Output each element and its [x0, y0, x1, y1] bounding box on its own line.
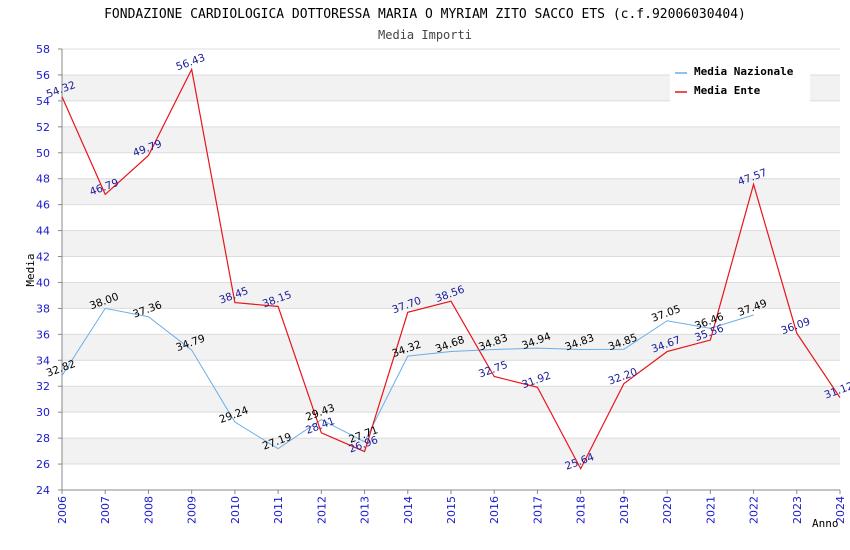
x-tick-label: 2015	[445, 496, 458, 524]
series-line-media-nazionale	[61, 307, 754, 450]
grid-band	[62, 126, 840, 153]
y-tick-label: 24	[36, 484, 50, 497]
y-tick-label: 42	[36, 251, 50, 264]
x-tick-label: 2012	[315, 496, 328, 524]
y-tick-labels: 24 26 28 30 32 34 36 38 40 42 44 46 48 50 52 54 56 58	[36, 43, 50, 497]
grid-band	[62, 230, 840, 257]
y-tick-label: 36	[36, 328, 50, 341]
grid-band	[62, 438, 840, 465]
y-tick-label: 40	[36, 276, 50, 289]
y-tick-label: 26	[36, 458, 50, 471]
gridlines	[62, 48, 840, 491]
x-tick-label: 2019	[618, 496, 631, 524]
grid-bands	[62, 74, 840, 465]
legend-box	[670, 62, 810, 102]
x-tick-label: 2017	[531, 496, 544, 524]
x-tick-label: 2006	[56, 496, 69, 524]
y-axis-label: Media	[24, 253, 37, 286]
x-tick-label: 2011	[272, 496, 285, 524]
y-tick-label: 52	[36, 121, 50, 134]
y-tick-label: 44	[36, 225, 50, 238]
x-tick-label: 2020	[661, 496, 674, 524]
x-tick-label: 2018	[575, 496, 588, 524]
chart-subtitle: Media Importi	[378, 28, 472, 42]
y-tick-label: 56	[36, 69, 50, 82]
x-tick-label: 2021	[704, 496, 717, 524]
y-tick-label: 50	[36, 147, 50, 160]
y-tick-label: 28	[36, 432, 50, 445]
y-tick-label: 38	[36, 302, 50, 315]
x-tick-label: 2024	[834, 496, 847, 524]
x-tick-label: 2023	[791, 496, 804, 524]
chart-title: FONDAZIONE CARDIOLOGICA DOTTORESSA MARIA…	[104, 7, 746, 22]
y-tick-label: 48	[36, 173, 50, 186]
series-line-media-ente	[61, 67, 841, 471]
series-lines	[61, 67, 841, 471]
x-axis-label: Anno	[812, 517, 839, 530]
axes	[58, 48, 841, 494]
y-tick-label: 34	[36, 354, 50, 367]
x-tick-label: 2008	[142, 496, 155, 524]
x-tick-label: 2007	[99, 496, 112, 524]
y-tick-label: 54	[36, 95, 50, 108]
y-tick-label: 30	[36, 406, 50, 419]
grid-band	[62, 178, 840, 205]
x-tick-labels: 2006 2007 2008 2009 2010 2011 2012 2013 2014 2015…	[56, 496, 847, 524]
y-tick-label: 46	[36, 199, 50, 212]
x-tick-label: 2014	[402, 496, 415, 524]
x-tick-label: 2016	[488, 496, 501, 524]
x-tick-label: 2009	[186, 496, 199, 524]
y-tick-label: 58	[36, 43, 50, 56]
legend-label-media-nazionale: Media Nazionale	[694, 65, 794, 78]
x-tick-label: 2022	[748, 496, 761, 524]
x-tick-label: 2010	[229, 496, 242, 524]
x-tick-label: 2013	[359, 496, 372, 524]
grid-band	[62, 386, 840, 413]
data-label-media-ente: 32.75	[477, 359, 509, 381]
legend-label-media-ente: Media Ente	[694, 84, 761, 97]
legend: Media Nazionale Media Ente	[670, 62, 810, 102]
grid-band	[62, 282, 840, 309]
y-tick-label: 32	[36, 380, 50, 393]
